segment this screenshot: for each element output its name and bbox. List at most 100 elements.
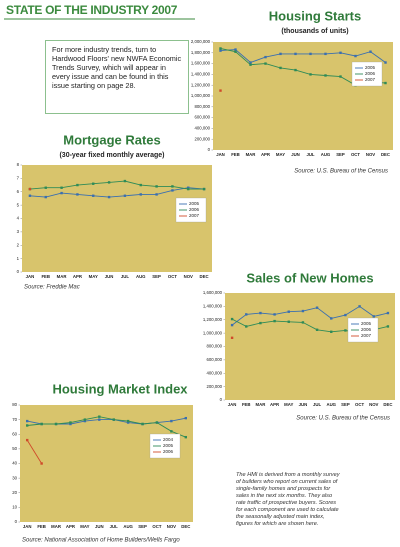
- x-tick-label: JUL: [121, 274, 129, 279]
- y-tick-label: 0: [208, 147, 211, 152]
- data-point: [139, 193, 142, 196]
- series-line: [29, 187, 205, 198]
- legend-label: 2005: [361, 321, 372, 326]
- x-tick-label: JUL: [306, 152, 314, 157]
- plot-area: [213, 42, 393, 150]
- legend-label: 2006: [361, 327, 372, 332]
- y-tick-label: 1,600,000: [203, 290, 223, 295]
- data-point: [155, 421, 159, 424]
- data-point: [273, 319, 276, 323]
- x-tick-label: APR: [270, 402, 280, 407]
- data-point: [330, 330, 333, 333]
- x-tick-label: OCT: [351, 152, 360, 157]
- data-point: [384, 81, 387, 85]
- data-point: [40, 422, 43, 426]
- data-point: [98, 418, 101, 421]
- data-point: [98, 415, 101, 418]
- x-tick-label: SEP: [152, 274, 161, 279]
- data-point: [339, 51, 342, 54]
- x-tick-label: OCT: [168, 274, 177, 279]
- y-tick-label: 50: [12, 446, 17, 451]
- data-point: [76, 193, 79, 196]
- data-point: [123, 179, 127, 183]
- data-point: [279, 66, 282, 70]
- data-point: [294, 52, 297, 56]
- y-tick-label: 1,200,000: [191, 82, 211, 87]
- y-tick-label: 1,400,000: [191, 72, 211, 77]
- data-point: [294, 68, 297, 72]
- data-point: [28, 187, 32, 191]
- data-point: [107, 195, 111, 199]
- data-point: [126, 421, 130, 424]
- data-point: [26, 424, 29, 427]
- data-point: [184, 416, 187, 420]
- data-point: [126, 419, 130, 423]
- data-point: [315, 306, 319, 309]
- chart-title: Housing Starts: [269, 8, 361, 23]
- x-tick-label: SEP: [341, 402, 350, 407]
- data-point: [187, 186, 190, 189]
- chart-source: Source: Freddie Mac: [24, 285, 80, 291]
- y-tick-label: 200,000: [206, 384, 222, 389]
- data-point: [69, 422, 72, 426]
- chart-title: Sales of New Homes: [246, 270, 373, 285]
- y-tick-label: 1,000,000: [203, 330, 223, 335]
- data-point: [386, 311, 390, 315]
- x-tick-label: JUN: [105, 274, 114, 279]
- data-point: [60, 191, 63, 195]
- data-point: [330, 317, 333, 320]
- legend-label: 2004: [163, 437, 174, 442]
- y-tick-label: 70: [12, 417, 17, 422]
- x-tick-label: MAY: [89, 274, 98, 279]
- series-line: [231, 305, 389, 326]
- x-tick-label: DEC: [383, 402, 392, 407]
- data-point: [112, 418, 115, 421]
- data-point: [171, 189, 174, 192]
- y-tick-label: 0: [17, 269, 20, 274]
- data-point: [234, 50, 237, 53]
- y-tick-label: 1,600,000: [191, 61, 211, 66]
- y-tick-label: 1,800,000: [191, 50, 211, 55]
- legend-label: 2005: [189, 201, 200, 206]
- data-point: [219, 49, 222, 52]
- y-tick-label: 1,400,000: [203, 304, 223, 309]
- data-point: [245, 313, 248, 316]
- x-tick-label: DEC: [381, 152, 390, 157]
- x-tick-label: AUG: [136, 274, 146, 279]
- x-tick-label: NOV: [369, 402, 378, 407]
- chart-source: Source: National Association of Home Bui…: [22, 538, 180, 544]
- x-tick-label: JUL: [110, 524, 118, 529]
- chart-subtitle: (thousands of units): [281, 28, 348, 35]
- data-point: [44, 195, 47, 199]
- data-point: [54, 422, 58, 426]
- data-point: [40, 462, 43, 465]
- legend-label: 2005: [163, 443, 174, 448]
- header-title: STATE OF THE INDUSTRY 2007: [6, 3, 178, 17]
- x-tick-label: NOV: [366, 152, 375, 157]
- data-point: [309, 52, 312, 56]
- data-point: [245, 325, 248, 328]
- data-point: [28, 194, 32, 197]
- legend-label: 2007: [189, 213, 200, 218]
- data-point: [44, 186, 47, 189]
- data-point: [60, 186, 63, 189]
- y-tick-label: 80: [12, 402, 17, 407]
- x-tick-label: FEB: [242, 402, 251, 407]
- data-point: [309, 73, 312, 76]
- data-point: [259, 311, 262, 315]
- y-tick-label: 20: [12, 490, 17, 495]
- y-tick-label: 4: [17, 216, 20, 221]
- y-tick-label: 1,200,000: [203, 317, 223, 322]
- data-point: [219, 89, 222, 92]
- data-point: [287, 320, 290, 323]
- x-tick-label: MAY: [284, 402, 293, 407]
- x-tick-label: MAR: [246, 152, 257, 157]
- y-tick-label: 1,000,000: [191, 93, 211, 98]
- data-point: [92, 194, 95, 197]
- data-point: [170, 430, 173, 433]
- y-tick-label: 8: [17, 162, 20, 167]
- legend-label: 2005: [365, 65, 376, 70]
- data-point: [230, 317, 234, 321]
